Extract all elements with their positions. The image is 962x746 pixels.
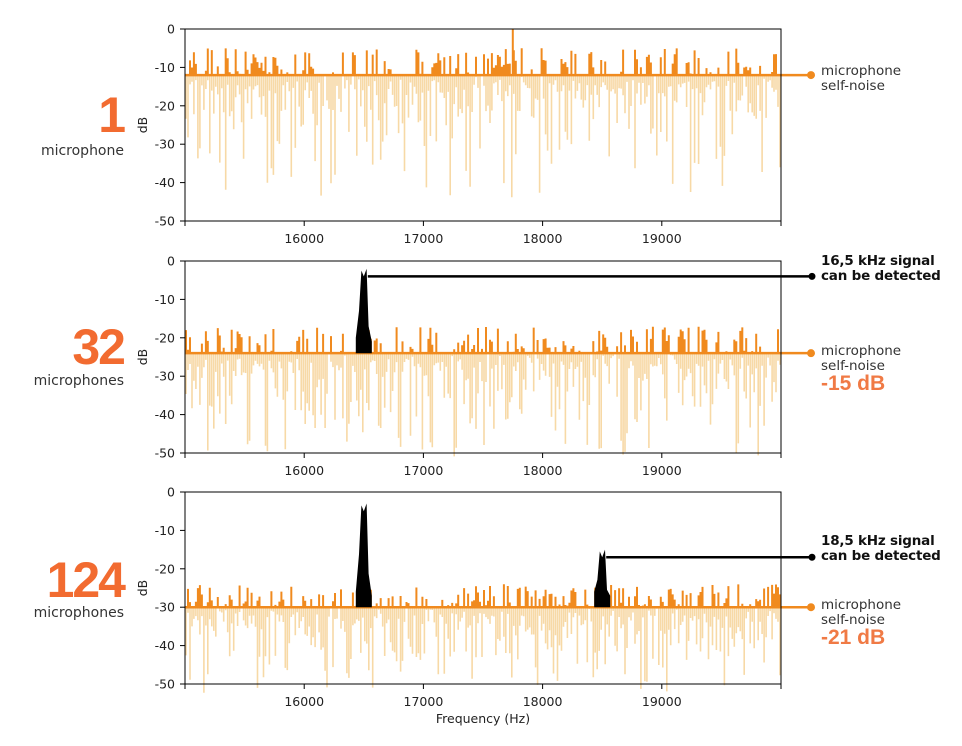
x-tick-label: 18000 [523,694,563,709]
signal-callout-dot [808,272,816,280]
x-tick-label: 17000 [404,231,444,246]
panel-3-signal-label-line1: 18,5 kHz signal [821,533,935,549]
panel-1: 0 -10 -20 -30 -40 -50 16000 17000 18000 19000 dB [135,22,815,246]
panel-3-signal-label-line2: can be detected [821,548,941,564]
panel-3-count: 124 [46,552,126,608]
x-axis-label: Frequency (Hz) [436,711,530,726]
y-tick-label: -40 [155,175,175,190]
panel-3-self-noise-label-line1: microphone [821,597,902,613]
panel-2: 0 -10 -20 -30 -40 -50 16000 17000 18000 19000 dB [135,254,816,478]
axes-frame [184,28,782,222]
y-tick-label: -40 [155,407,175,422]
panel-1-self-noise-label-line2: self-noise [821,78,885,94]
y-tick-label: -50 [155,214,175,229]
panel-2-signal-label-line1: 16,5 kHz signal [821,253,935,269]
panel-3-self-noise-label-line2: self-noise [821,612,885,628]
x-tick-label: 19000 [642,463,682,478]
y-tick-label: -20 [155,561,175,576]
x-tick-label: 16000 [284,463,324,478]
panel-2-unit-label: microphones [33,373,124,389]
noise-peaks-series [187,584,781,608]
self-noise-dot [807,349,815,358]
y-tick-label: 0 [167,22,175,37]
x-tick-label: 19000 [642,231,682,246]
x-tick-label: 17000 [404,694,444,709]
panel-2-self-noise-db: -15 dB [821,372,886,395]
y-tick-label: -20 [155,330,175,345]
axes-frame [184,260,782,454]
panel-2-self-noise-label-line2: self-noise [821,358,885,374]
y-axis-label: dB [135,117,150,134]
y-tick-label: -10 [155,523,175,538]
y-axis-label: dB [135,580,150,597]
y-tick-label: -30 [155,369,175,384]
panel-3-self-noise-db: -21 dB [821,626,886,649]
panel-2-self-noise-label-line1: microphone [821,343,902,359]
panel-1-unit-label: microphone [40,143,124,159]
noise-dips-series [185,353,781,457]
y-tick-label: 0 [167,485,175,500]
y-tick-label: -30 [155,600,175,615]
x-tick-label: 17000 [404,463,444,478]
x-tick-label: 16000 [284,694,324,709]
signal-peak-2 [594,549,611,608]
self-noise-dot [807,603,815,612]
panel-3-unit-label: microphones [33,605,124,621]
signal-peak-1 [355,268,372,354]
y-tick-label: -40 [155,638,175,653]
panel-2-signal-label-line2: can be detected [821,268,941,284]
y-tick-label: -50 [155,677,175,692]
x-tick-label: 18000 [523,463,563,478]
panel-2-count: 32 [72,319,126,375]
noise-dips-series [185,75,781,198]
y-tick-label: -30 [155,137,175,152]
signal-callout-dot [808,553,816,561]
panel-1-self-noise-label-line1: microphone [821,63,902,79]
noise-peaks-series [185,326,779,354]
noise-dips-series [185,607,781,693]
y-tick-label: -10 [155,292,175,307]
noise-peaks-series [189,48,777,76]
y-axis-label: dB [135,349,150,366]
y-tick-label: -20 [155,98,175,113]
y-tick-label: -10 [155,60,175,75]
x-tick-label: 18000 [523,231,563,246]
self-noise-dot [807,71,815,80]
y-tick-label: -50 [155,446,175,461]
axes-frame [184,491,782,685]
signal-peak-1 [355,503,372,608]
x-tick-label: 16000 [284,231,324,246]
panel-1-count: 1 [98,87,126,143]
x-tick-label: 19000 [642,694,682,709]
panel-3: 0 -10 -20 -30 -40 -50 16000 17000 18000 19000 dB Fr… [135,485,816,726]
y-tick-label: 0 [167,254,175,269]
